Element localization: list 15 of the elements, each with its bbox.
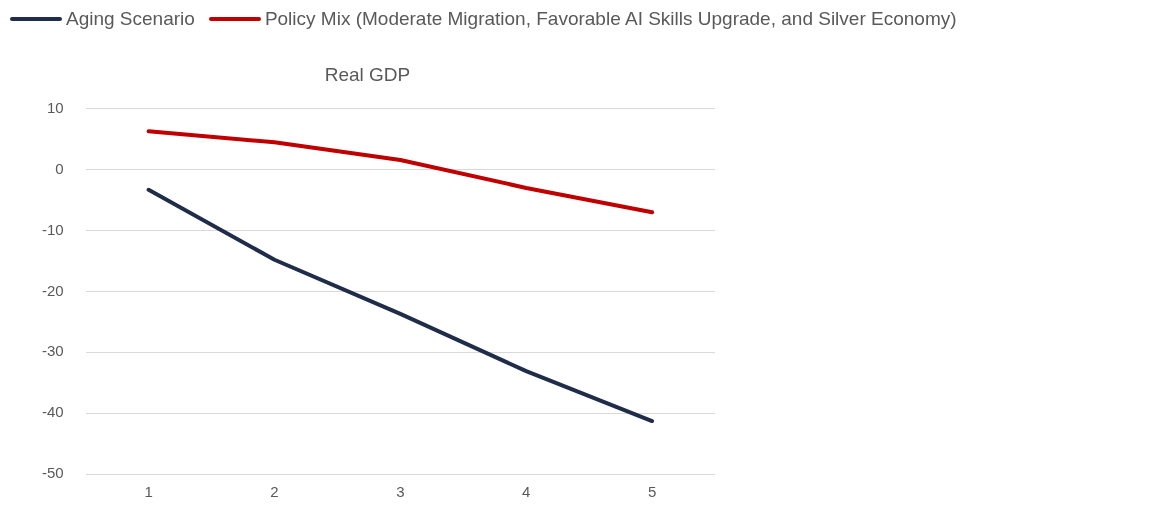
x-tick-label: 1	[144, 483, 153, 501]
y-tick-label: -30	[41, 342, 64, 360]
y-tick-label: -20	[41, 281, 64, 299]
y-tick-label: 10	[46, 98, 64, 116]
chart-title: Real GDP	[324, 63, 411, 85]
legend-label: Aging Scenario	[66, 8, 195, 30]
x-tick-label: 3	[396, 483, 405, 501]
y-tick-label: -40	[41, 403, 64, 421]
x-tick-label: 5	[647, 483, 657, 501]
y-tick-label: -10	[41, 220, 64, 238]
y-tick-label: -50	[41, 464, 64, 482]
legend-label: Policy Mix (Moderate Migration, Favorable AI Skills Upgrade, and Silver Economy)	[264, 8, 957, 30]
x-tick-label: 2	[270, 483, 279, 501]
y-tick-label: 0	[55, 159, 64, 177]
x-tick-label: 4	[522, 483, 531, 501]
